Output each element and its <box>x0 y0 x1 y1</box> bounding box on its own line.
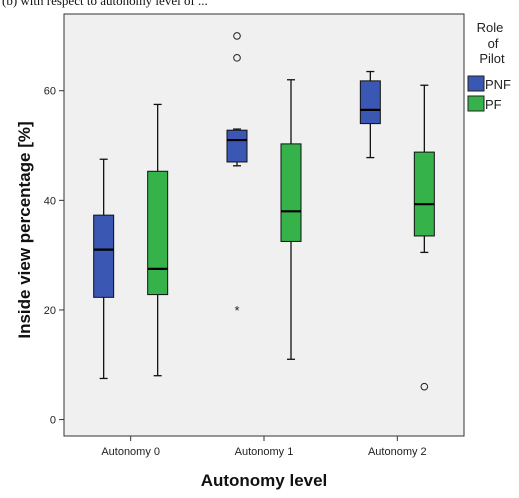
box-pnf: * <box>226 32 248 318</box>
legend-swatch-pnf <box>467 75 485 92</box>
legend-title-line: Pilot <box>479 51 505 66</box>
x-axis: Autonomy 0 Autonomy 1 Autonomy 2 <box>101 436 427 458</box>
outlier-point <box>233 32 241 40</box>
caption-fragment: (b) with respect to autonomy level of ..… <box>2 0 208 8</box>
y-axis: 0 20 40 60 <box>44 86 64 427</box>
y-tick-label: 60 <box>44 86 56 98</box>
x-tick-label: Autonomy 0 <box>101 446 160 458</box>
extreme-point: * <box>234 303 239 318</box>
outlier-point <box>420 382 429 391</box>
y-axis-label: Inside view percentage [%] <box>15 121 34 338</box>
boxes: * <box>93 32 435 391</box>
box-pf <box>280 79 302 360</box>
x-tick-label: Autonomy 1 <box>235 446 294 458</box>
box-body <box>359 80 381 125</box>
legend: Role of Pilot PNF PF <box>467 20 511 112</box>
box-body <box>93 214 115 298</box>
box-pf <box>147 103 169 377</box>
plot-area <box>63 13 465 437</box>
legend-title-line: of <box>488 36 499 51</box>
y-tick-label: 40 <box>44 195 56 207</box>
x-axis-label: Autonomy level <box>201 471 328 490</box>
box-body <box>147 170 169 296</box>
x-tick-label: Autonomy 2 <box>368 446 427 458</box>
y-tick-label: 0 <box>50 415 56 427</box>
legend-label-pnf: PNF <box>485 77 511 92</box>
box-body <box>226 129 248 163</box>
box-pnf <box>359 70 381 159</box>
outlier-point <box>233 54 241 62</box>
box-pf <box>413 84 435 391</box>
legend-title-line: Role <box>477 20 504 35</box>
legend-swatch-pf <box>467 95 485 112</box>
box-pnf <box>93 158 115 380</box>
box-body <box>280 143 302 242</box>
box-body <box>413 151 435 237</box>
y-tick-label: 20 <box>44 305 56 317</box>
legend-label-pf: PF <box>485 97 502 112</box>
